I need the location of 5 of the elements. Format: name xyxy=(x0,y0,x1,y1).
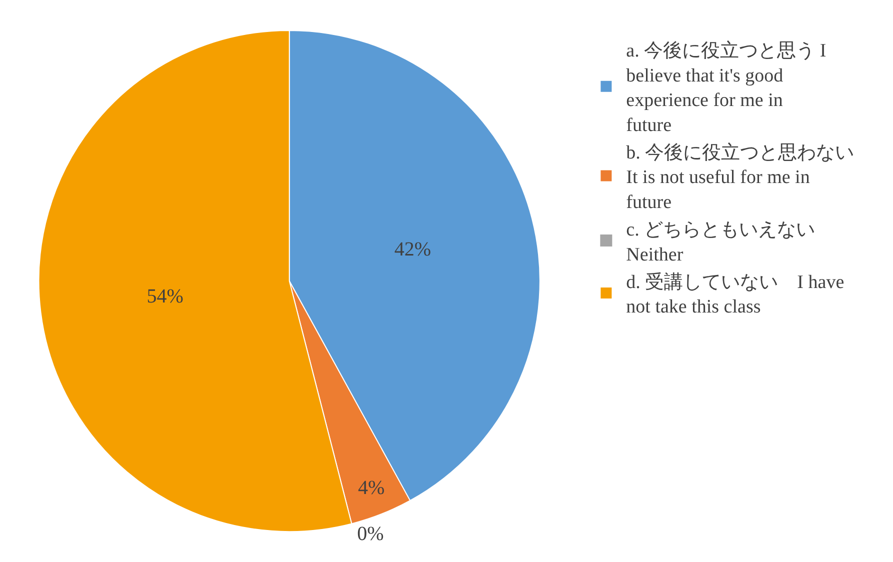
text: 0% xyxy=(357,523,384,546)
data-label: 42% xyxy=(394,238,431,260)
data-label: 54% xyxy=(146,286,184,308)
legend-label: d. 受講していない I have not take this class xyxy=(626,272,844,318)
data-label: 4% xyxy=(358,477,385,500)
